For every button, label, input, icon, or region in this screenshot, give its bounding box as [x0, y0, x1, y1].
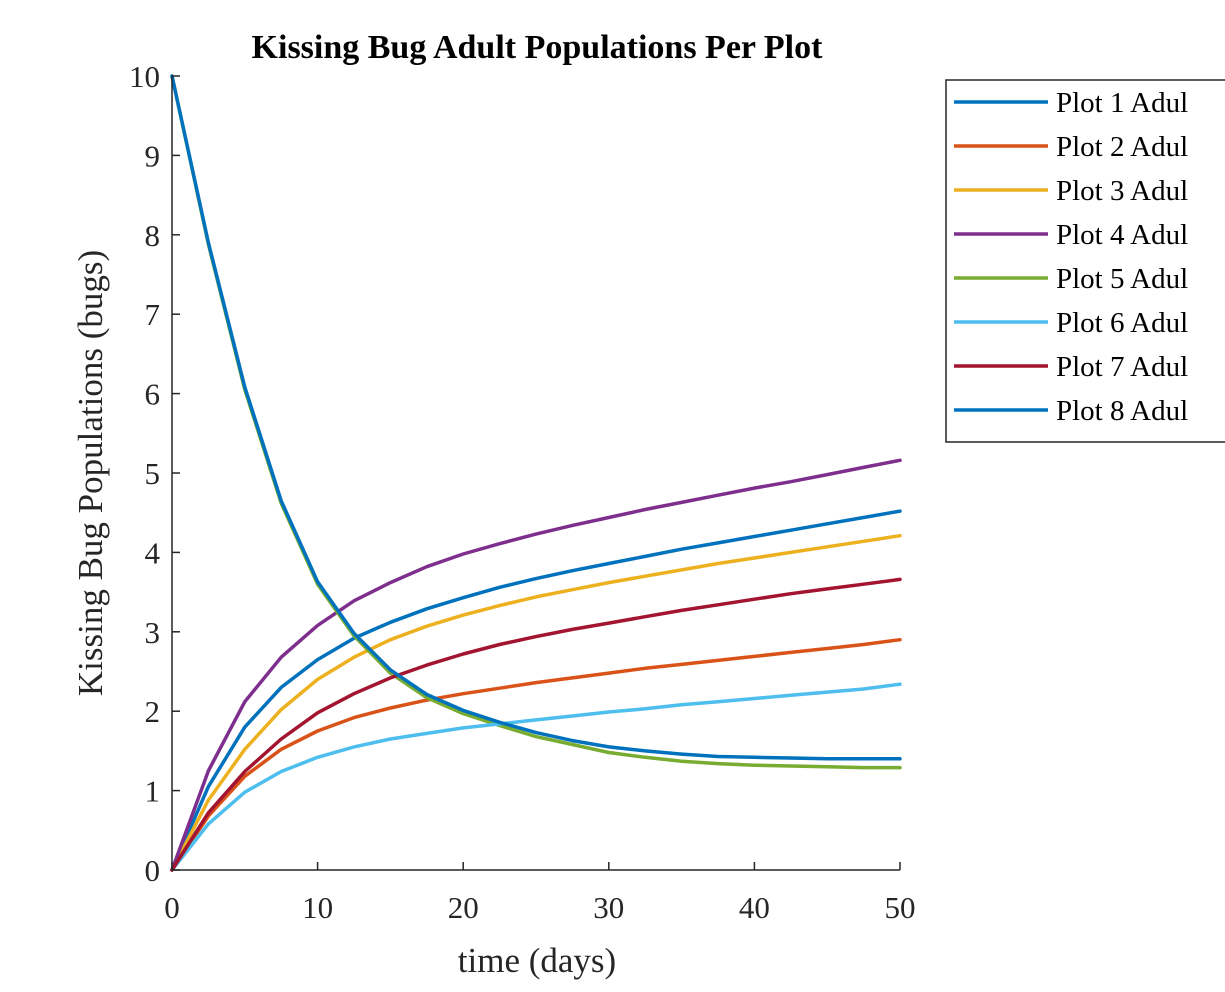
y-tick-label: 7 [145, 297, 161, 332]
y-tick-label: 1 [145, 774, 161, 809]
y-tick-label: 6 [145, 377, 161, 412]
plot-area [170, 74, 902, 872]
y-tick-label: 2 [145, 694, 161, 729]
legend-label-5: Plot 5 Adul [1056, 263, 1188, 295]
x-tick-label: 20 [448, 890, 479, 925]
x-axis-label: time (days) [458, 941, 616, 980]
legend-label-4: Plot 4 Adul [1056, 219, 1188, 251]
series-line-4 [170, 458, 902, 872]
legend-label-6: Plot 6 Adul [1056, 307, 1188, 339]
axes: 0 10 20 30 40 50 0 1 2 3 4 5 6 7 8 9 10 [129, 59, 916, 925]
y-tick-label: 9 [145, 138, 161, 173]
legend-label-2: Plot 2 Adul [1056, 131, 1188, 163]
series-line-1 [170, 509, 902, 872]
x-tick-label: 40 [739, 890, 770, 925]
series-line-3 [170, 533, 902, 872]
y-tick-label: 3 [145, 615, 161, 650]
legend-label-8: Plot 8 Adul [1056, 395, 1188, 427]
legend-label-3: Plot 3 Adul [1056, 175, 1188, 207]
series-line-8 [170, 74, 902, 761]
x-tick-label: 10 [302, 890, 333, 925]
x-tick-label: 0 [164, 890, 180, 925]
series-line-5 [170, 74, 902, 770]
y-tick-label: 4 [145, 535, 161, 570]
y-axis-label: Kissing Bug Populations (bugs) [71, 250, 110, 696]
chart-title: Kissing Bug Adult Populations Per Plot [252, 29, 824, 66]
y-tick-label: 5 [145, 456, 161, 491]
y-tick-label: 8 [145, 218, 161, 253]
y-tick-label: 10 [129, 59, 160, 94]
x-tick-label: 50 [885, 890, 916, 925]
legend: Plot 1 Adul Plot 2 Adul Plot 3 Adul Plot 4 … [945, 79, 1225, 443]
legend-label-7: Plot 7 Adul [1056, 351, 1188, 383]
x-tick-label: 30 [593, 890, 624, 925]
legend-label-1: Plot 1 Adul [1056, 87, 1188, 119]
legend-box [945, 79, 1225, 443]
y-tick-label: 0 [145, 853, 161, 888]
series-line-7 [170, 577, 902, 872]
series-line-6 [170, 682, 902, 872]
series-line-2 [170, 637, 902, 872]
